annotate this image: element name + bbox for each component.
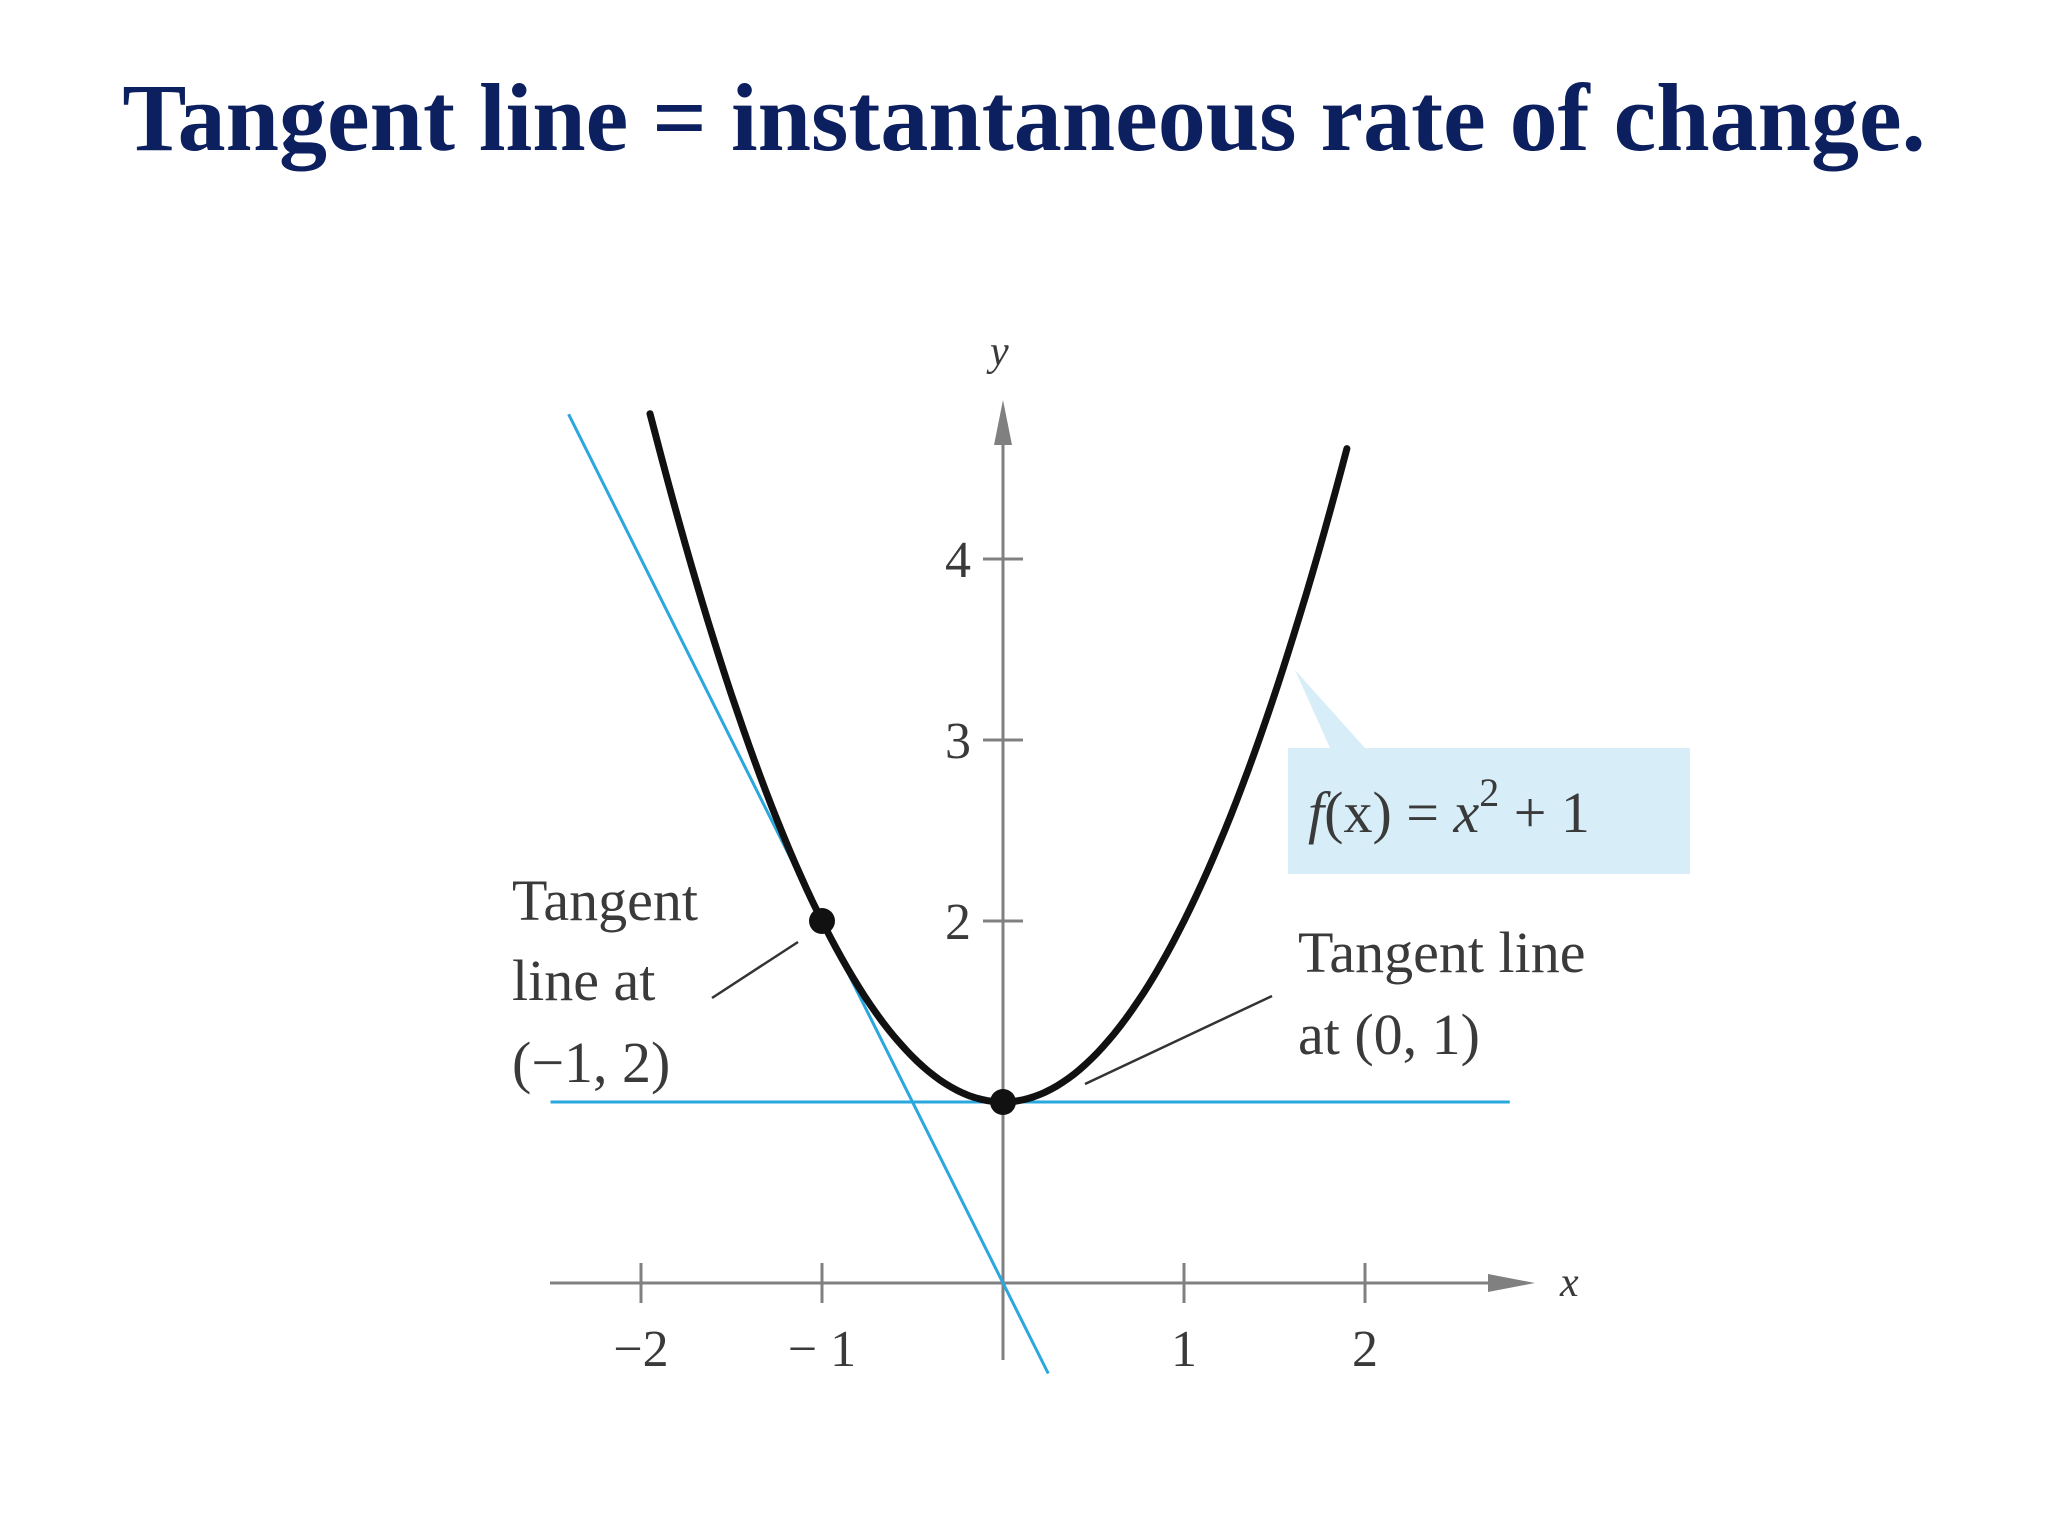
tangency-point-0-1: [990, 1089, 1016, 1115]
x-axis-label: x: [1559, 1260, 1579, 1306]
x-ticks: −2 − 1 1 2: [613, 1263, 1378, 1378]
annotation-left-line2: line at: [512, 948, 655, 1013]
x-tick-label-3: 2: [1352, 1321, 1378, 1378]
annotation-right-leader: [1084, 994, 1273, 1086]
function-label-pointer: [1295, 670, 1365, 748]
y-ticks: 2 3 4: [945, 532, 1023, 951]
annotation-left: Tangent line at (−1, 2): [512, 868, 712, 1095]
function-label-paren: (x) =: [1324, 780, 1453, 845]
annotation-right-line1: Tangent line: [1298, 920, 1585, 985]
function-label-box: [1288, 748, 1690, 874]
annotation-left-leader: [711, 940, 799, 1000]
annotation-right: Tangent line at (0, 1): [1298, 920, 1600, 1067]
annotation-right-line2: at (0, 1): [1298, 1002, 1480, 1067]
y-axis-arrow: [994, 400, 1012, 445]
slide-title: Tangent line = instantaneous rate of cha…: [122, 64, 1926, 171]
function-label-exp: 2: [1479, 770, 1499, 815]
annotation-left-line1: Tangent: [512, 868, 698, 933]
y-tick-label-0: 2: [945, 894, 971, 951]
x-tick-label-0: −2: [613, 1321, 668, 1378]
y-tick-label-2: 4: [945, 532, 971, 589]
y-tick-label-1: 3: [945, 713, 971, 770]
annotation-left-line3: (−1, 2): [512, 1030, 670, 1095]
x-axis-arrow: [1488, 1274, 1535, 1292]
x-tick-label-1: − 1: [788, 1321, 856, 1378]
x-tick-label-2: 1: [1171, 1321, 1197, 1378]
y-axis-label: y: [986, 329, 1009, 375]
function-label-rest: + 1: [1499, 780, 1590, 845]
function-label: f(x) = x2 + 1: [1308, 770, 1590, 845]
tangency-point-minus1-2: [809, 908, 835, 934]
function-label-x: x: [1452, 780, 1479, 845]
parabola-curve: [646, 410, 1351, 1106]
